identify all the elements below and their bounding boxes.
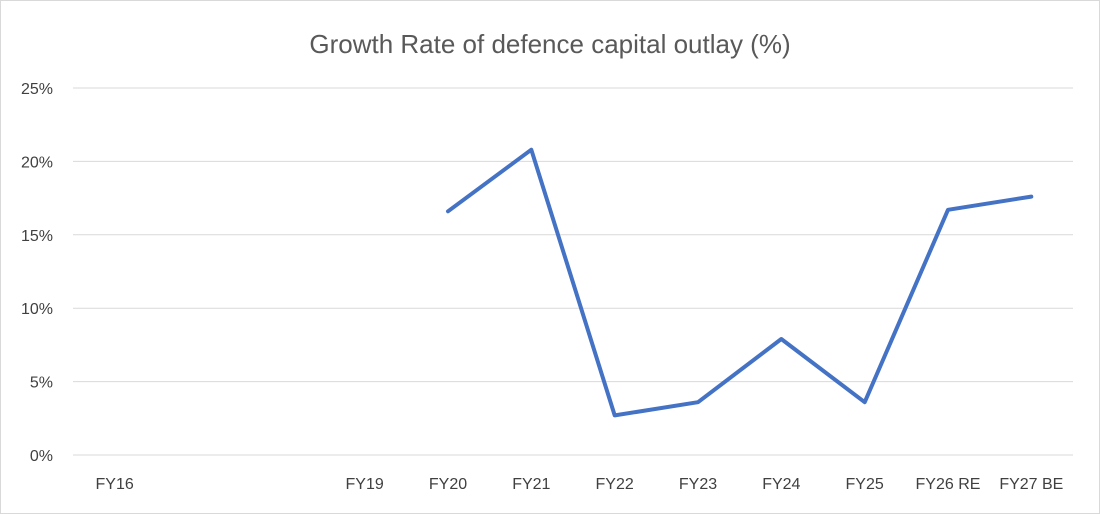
y-tick-label: 0% [30, 448, 53, 465]
x-tick-label: FY20 [429, 476, 467, 493]
x-tick-label: FY27 BE [999, 476, 1063, 493]
x-tick-label: FY16 [96, 476, 134, 493]
y-tick-label: 15% [21, 228, 53, 245]
x-tick-label: FY22 [596, 476, 634, 493]
x-tick-label: FY24 [762, 476, 800, 493]
chart-title: Growth Rate of defence capital outlay (%… [309, 29, 790, 59]
x-axis-tick-labels: FY16 FY19 FY20 FY21 FY22 FY23 FY24 FY25 FY26 RE F… [96, 476, 1064, 493]
y-tick-label: 10% [21, 301, 53, 318]
x-tick-label: FY21 [512, 476, 550, 493]
series-line [446, 147, 1034, 418]
x-tick-label: FY19 [346, 476, 384, 493]
gridlines [73, 87, 1073, 456]
x-tick-label: FY26 RE [916, 476, 981, 493]
y-tick-label: 20% [21, 154, 53, 171]
x-tick-label: FY25 [846, 476, 884, 493]
series-layer [446, 147, 1034, 418]
y-axis-tick-labels: 0% 5% 10% 15% 20% 25% [21, 81, 53, 465]
y-tick-label: 5% [30, 375, 53, 392]
x-tick-label: FY23 [679, 476, 717, 493]
y-tick-label: 25% [21, 81, 53, 98]
